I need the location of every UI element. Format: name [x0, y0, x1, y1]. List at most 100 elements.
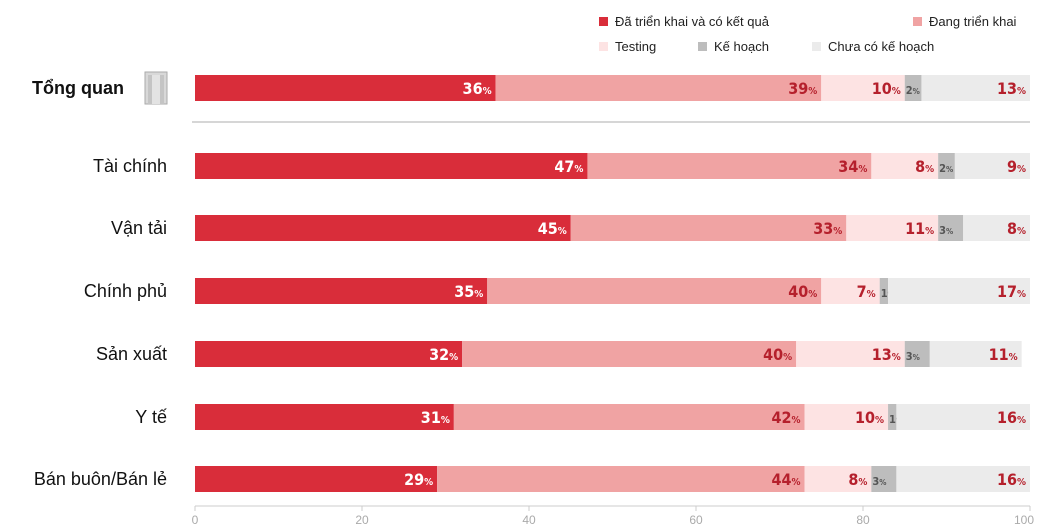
category-label: Tài chính [93, 156, 167, 176]
legend-label-0: Đã triển khai và có kết quả [615, 14, 769, 29]
bar-segment [195, 278, 488, 304]
bar-segment [195, 404, 454, 430]
legend-swatch-1 [913, 17, 922, 26]
bar-segment [896, 466, 1030, 492]
bar-segment [904, 75, 922, 101]
bars: 36% 39% 10% 2% 13% 47% 34% 8% 2% 9% 45% 33% 11% 3% 8% 3… [195, 75, 1030, 492]
legend-swatch-3 [698, 42, 707, 51]
data-label: 40% [763, 345, 792, 364]
data-label: 32% [429, 345, 458, 364]
bar-segment [437, 466, 805, 492]
bar-segment [954, 153, 1030, 179]
bar-segment [938, 153, 955, 179]
bar-segment [938, 215, 964, 241]
category-label: Y tế [135, 407, 167, 427]
data-label: 13% [872, 345, 901, 364]
bar-segment [871, 153, 939, 179]
bar-segment [495, 75, 822, 101]
data-label: 16% [997, 408, 1026, 427]
bar-segment [804, 466, 872, 492]
bar-segment [195, 75, 496, 101]
data-label: 2% [906, 84, 920, 97]
category-label: Vận tải [111, 218, 167, 238]
data-label: 11% [989, 345, 1018, 364]
category-label: Bán buôn/Bán lẻ [34, 469, 167, 489]
bar-segment [871, 466, 897, 492]
data-label: 9% [1007, 157, 1026, 176]
data-label: 8% [915, 157, 934, 176]
x-tick-label: 40 [522, 513, 536, 527]
x-tick-label: 80 [856, 513, 870, 527]
bar-segment [804, 404, 889, 430]
legend-label-1: Đang triển khai [929, 14, 1017, 29]
data-label: 39% [788, 79, 817, 98]
bar-segment [846, 215, 939, 241]
x-tick-label: 100 [1014, 513, 1034, 527]
data-label: 35% [454, 282, 483, 301]
bar-segment [929, 341, 1022, 367]
data-label: 29% [404, 470, 433, 489]
category-label: Tổng quan [32, 78, 124, 98]
x-tick-label: 0 [192, 513, 199, 527]
x-tick-label: 20 [355, 513, 369, 527]
x-tick-label: 60 [689, 513, 703, 527]
bar-segment [963, 215, 1030, 241]
data-label: 8% [848, 470, 867, 489]
bar-segment [195, 466, 438, 492]
data-label: 42% [772, 408, 801, 427]
bar-segment [195, 153, 588, 179]
legend-label-4: Chưa có kế hoạch [828, 39, 935, 54]
legend-item-4: Chưa có kế hoạch [812, 39, 934, 54]
legend-swatch-0 [599, 17, 608, 26]
bar-segment [462, 341, 797, 367]
data-label: 44% [772, 470, 801, 489]
legend-label-3: Kế hoạch [714, 39, 769, 54]
legend-item-0: Đã triển khai và có kết quả [599, 14, 769, 29]
bar-segment [487, 278, 822, 304]
bar-segment [570, 215, 847, 241]
bar-segment [879, 278, 889, 304]
bar-segment [195, 341, 463, 367]
data-label: 36% [463, 79, 492, 98]
bar-segment [921, 75, 1030, 101]
data-label: 13% [997, 79, 1026, 98]
bar-segment [888, 278, 1030, 304]
bar-segment [195, 215, 571, 241]
data-label: 10% [855, 408, 884, 427]
data-label: 3% [939, 224, 953, 237]
legend-item-1: Đang triển khai [913, 14, 1016, 29]
data-label: 2% [939, 162, 953, 175]
data-label: 47% [554, 157, 583, 176]
bar-segment [453, 404, 805, 430]
category-labels: Tổng quan Tài chính Vận tải Chính phủ Sản xu… [32, 78, 167, 489]
data-label: 17% [997, 282, 1026, 301]
legend-item-2: Testing [599, 39, 656, 54]
data-label: 3% [872, 475, 886, 488]
category-label: Chính phủ [84, 281, 167, 301]
bar-segment [796, 341, 905, 367]
data-label: 34% [838, 157, 867, 176]
data-label: 40% [788, 282, 817, 301]
bar-segment [904, 341, 930, 367]
category-label: Sản xuất [96, 344, 167, 364]
data-label: 31% [421, 408, 450, 427]
data-label: 45% [538, 219, 567, 238]
bar-segment [821, 278, 880, 304]
bar-segment [896, 404, 1030, 430]
data-label: 10% [872, 79, 901, 98]
x-axis: 0 20 40 60 80 100 [192, 505, 1034, 527]
building-icon [144, 71, 168, 105]
bar-segment [587, 153, 872, 179]
legend-label-2: Testing [615, 39, 657, 54]
legend-swatch-4 [812, 42, 821, 51]
data-label: 33% [813, 219, 842, 238]
bar-segment [821, 75, 905, 101]
data-label: 8% [1007, 219, 1026, 238]
legend-item-3: Kế hoạch [698, 39, 769, 54]
data-label: 3% [906, 350, 920, 363]
legend-swatch-2 [599, 42, 608, 51]
bar-segment [888, 404, 897, 430]
data-label: 7% [857, 282, 876, 301]
data-label: 16% [997, 470, 1026, 489]
